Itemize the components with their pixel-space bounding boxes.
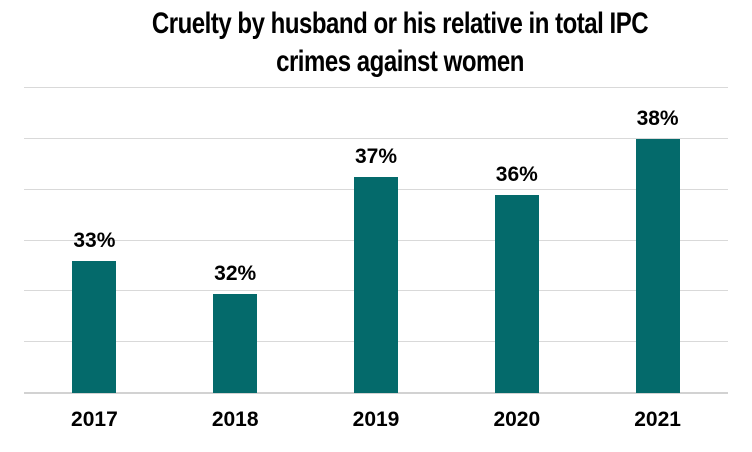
x-axis: 2017 2018 2019 2020 2021 [24,408,728,434]
x-axis-line [24,392,728,394]
chart-title-line-2: crimes against women [276,45,524,78]
plot-area: 33% 32% 37% 36% 38% [24,87,728,394]
x-axis-label: 2017 [71,408,118,431]
bar-value-label: 33% [73,228,116,252]
x-axis-label: 2020 [493,408,541,431]
gridline [24,87,728,88]
bar-2018 [213,293,258,393]
chart-title-line-1: Cruelty by husband or his relative in to… [151,7,649,40]
gridline [24,137,728,139]
bar-value-label: 36% [495,162,538,186]
bar-value-label: 38% [636,106,679,130]
bar-2017 [72,260,117,393]
bar-value-label: 32% [214,261,257,285]
bar-value-label: 37% [354,144,398,168]
bar-2021 [635,138,680,393]
x-axis-label: 2018 [211,408,259,431]
bar-2019 [354,176,398,393]
x-axis-label: 2021 [634,408,681,431]
x-axis-label: 2019 [352,408,400,431]
bar-2020 [494,194,539,393]
chart-title: Cruelty by husband or his relative in to… [118,5,681,81]
